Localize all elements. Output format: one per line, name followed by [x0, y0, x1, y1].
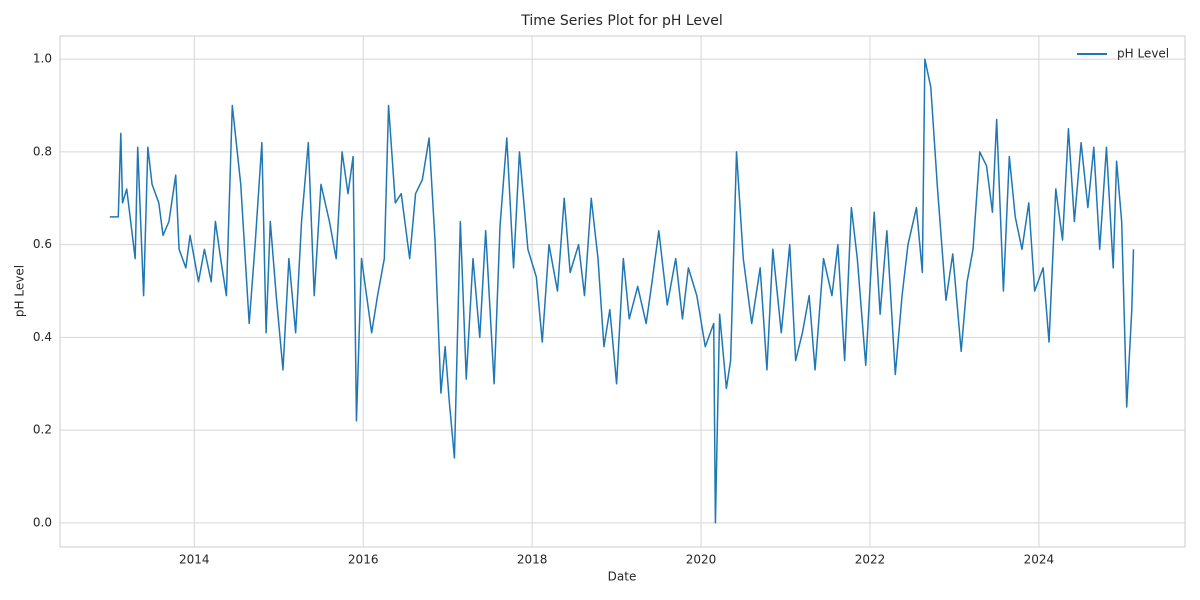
y-tick-label: 0.0	[33, 515, 52, 529]
x-tick-label: 2024	[1024, 553, 1055, 567]
y-tick-label: 0.6	[33, 237, 52, 251]
x-tick-label: 2014	[179, 553, 210, 567]
x-axis-label: Date	[608, 570, 637, 584]
chart-title: Time Series Plot for pH Level	[520, 13, 723, 29]
x-tick-label: 2022	[855, 553, 886, 567]
y-tick-label: 0.2	[33, 423, 52, 437]
y-tick-label: 0.4	[33, 330, 52, 344]
x-tick-label: 2016	[348, 553, 379, 567]
x-tick-label: 2018	[517, 553, 548, 567]
y-tick-label: 0.8	[33, 144, 52, 158]
x-tick-label: 2020	[686, 553, 717, 567]
y-tick-label: 1.0	[33, 52, 52, 66]
y-axis-label: pH Level	[13, 265, 27, 317]
data-line	[109, 58, 1135, 524]
plot-frame	[59, 35, 1186, 548]
legend-label: pH Level	[1117, 47, 1169, 61]
